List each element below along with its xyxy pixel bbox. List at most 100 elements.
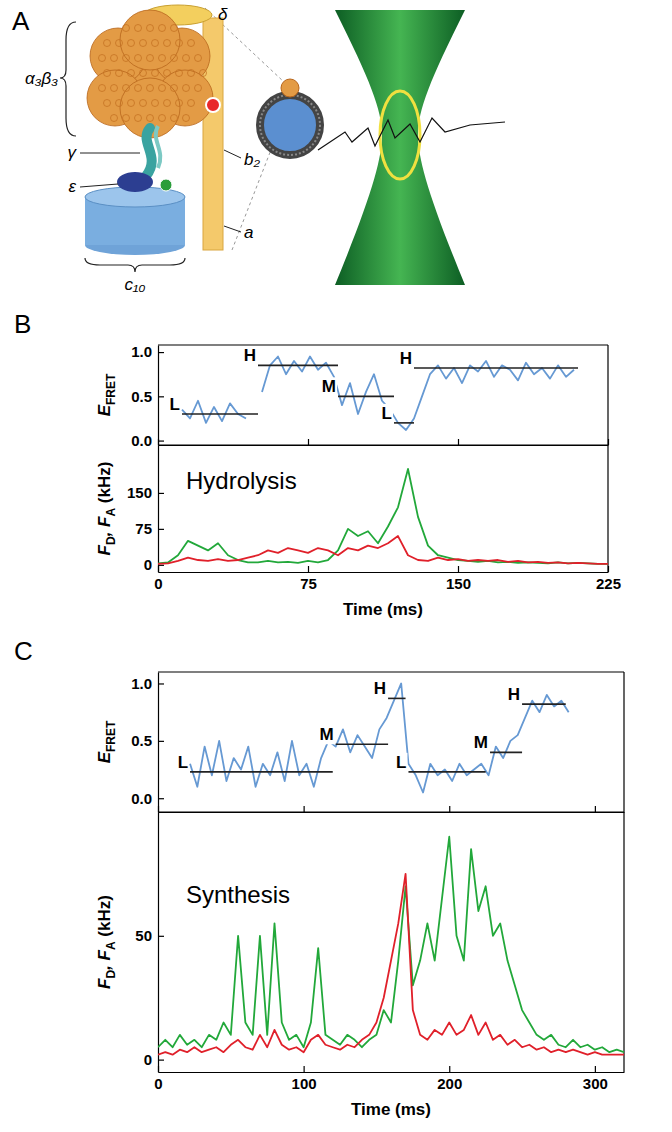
texture xyxy=(116,100,123,107)
texture xyxy=(123,25,130,32)
level-label-group: L xyxy=(169,395,181,414)
level-line xyxy=(490,752,522,754)
tick-mark xyxy=(595,1066,596,1072)
level-label: L xyxy=(396,753,406,772)
tick-label: 150 xyxy=(127,484,152,501)
leader xyxy=(224,226,241,232)
texture xyxy=(164,40,171,47)
plot-area xyxy=(182,357,578,430)
y-axis: 0.0 0.5 1.0 xyxy=(131,673,164,813)
tick-label: 300 xyxy=(583,1075,608,1092)
level-label-group: L xyxy=(381,404,393,423)
chart-panel: 0.00.51.0LMHLMHEFRETC xyxy=(14,636,625,813)
tick-mark xyxy=(458,439,459,445)
axis-line xyxy=(159,572,609,573)
texture xyxy=(123,85,130,92)
tick-label: 0.0 xyxy=(131,790,152,807)
tick: 0.5 xyxy=(131,388,164,405)
frame xyxy=(623,672,624,812)
subunit-label: γ xyxy=(68,143,78,162)
acceptor-dye xyxy=(206,98,220,112)
label-patch xyxy=(381,404,393,423)
axis-line xyxy=(159,812,625,813)
texture xyxy=(159,85,166,92)
title-part: E xyxy=(95,404,114,416)
texture xyxy=(147,115,154,122)
tick-label: 1.0 xyxy=(131,675,152,692)
x-axis: 0100200300 xyxy=(154,1066,624,1092)
tick-mark xyxy=(158,683,164,684)
texture xyxy=(140,40,147,47)
tick: 200 xyxy=(437,1066,462,1092)
label-patch xyxy=(318,725,334,744)
tick-mark xyxy=(158,565,164,566)
tick xyxy=(304,806,305,812)
tick xyxy=(458,439,459,445)
label-patch xyxy=(243,346,257,365)
labels: LHMLHEFRETB xyxy=(14,309,413,423)
donor-dye xyxy=(160,179,172,191)
title-part: F xyxy=(95,544,114,555)
tick: 0.5 xyxy=(131,732,164,749)
gamma-subunit xyxy=(156,126,161,168)
plot-area xyxy=(190,683,569,792)
tick-label: 0 xyxy=(144,1051,152,1068)
level-label: H xyxy=(508,685,520,704)
tick-mark xyxy=(158,798,164,799)
texture xyxy=(188,100,195,107)
level-label-group: M xyxy=(318,725,334,744)
texture xyxy=(171,115,178,122)
title-part: A xyxy=(104,508,118,517)
texture xyxy=(171,85,178,92)
tick-mark xyxy=(308,566,309,572)
tick-label: 0.5 xyxy=(131,388,152,405)
level-label: M xyxy=(474,733,488,752)
y-axis: 050 xyxy=(135,813,164,1073)
texture xyxy=(164,70,171,77)
y-axis: 0.00.51.0 xyxy=(131,343,164,448)
tick-mark xyxy=(158,440,164,441)
title-part: D xyxy=(104,970,118,979)
subunit-label: ε xyxy=(69,177,77,196)
tick-label: 0 xyxy=(154,575,162,592)
texture xyxy=(195,85,202,92)
texture xyxy=(128,40,135,47)
texture xyxy=(111,55,118,62)
texture xyxy=(135,115,142,122)
level-label-group: L xyxy=(395,753,407,772)
level-label-group: H xyxy=(243,346,257,365)
chart-panel: 0.00.51.0LHMLHEFRETB xyxy=(14,309,609,449)
leader xyxy=(224,150,241,158)
y-axis-title: FD, FA (kHz) xyxy=(95,895,118,989)
panel-letter: A xyxy=(12,6,30,36)
trace xyxy=(158,837,624,1052)
texture xyxy=(111,115,118,122)
tick-label: 0 xyxy=(144,556,152,573)
texture xyxy=(159,25,166,32)
detection-volume xyxy=(380,91,420,179)
y-axis-title: EFRET xyxy=(95,373,118,416)
subunit-label: δ xyxy=(218,5,228,24)
texture xyxy=(128,70,135,77)
tick-mark xyxy=(458,566,459,572)
tick-label: 150 xyxy=(446,575,471,592)
brace xyxy=(85,258,185,272)
level-line xyxy=(338,396,394,398)
plot-area xyxy=(158,837,624,1055)
texture xyxy=(123,115,130,122)
diffusion-path xyxy=(318,118,505,150)
subunit-label: b₂ xyxy=(244,150,260,169)
texture xyxy=(104,70,111,77)
texture xyxy=(111,85,118,92)
level-label: H xyxy=(244,346,256,365)
level-label-group: H xyxy=(399,349,413,368)
epsilon-subunit xyxy=(117,172,153,192)
x-axis xyxy=(159,439,609,446)
texture xyxy=(200,70,207,77)
label-patch xyxy=(399,349,413,368)
x-axis: 075150225 xyxy=(154,566,621,592)
tick-mark xyxy=(158,1060,164,1061)
texture xyxy=(104,100,111,107)
title-part: (kHz) xyxy=(95,462,114,508)
tick: 1.0 xyxy=(131,343,164,360)
